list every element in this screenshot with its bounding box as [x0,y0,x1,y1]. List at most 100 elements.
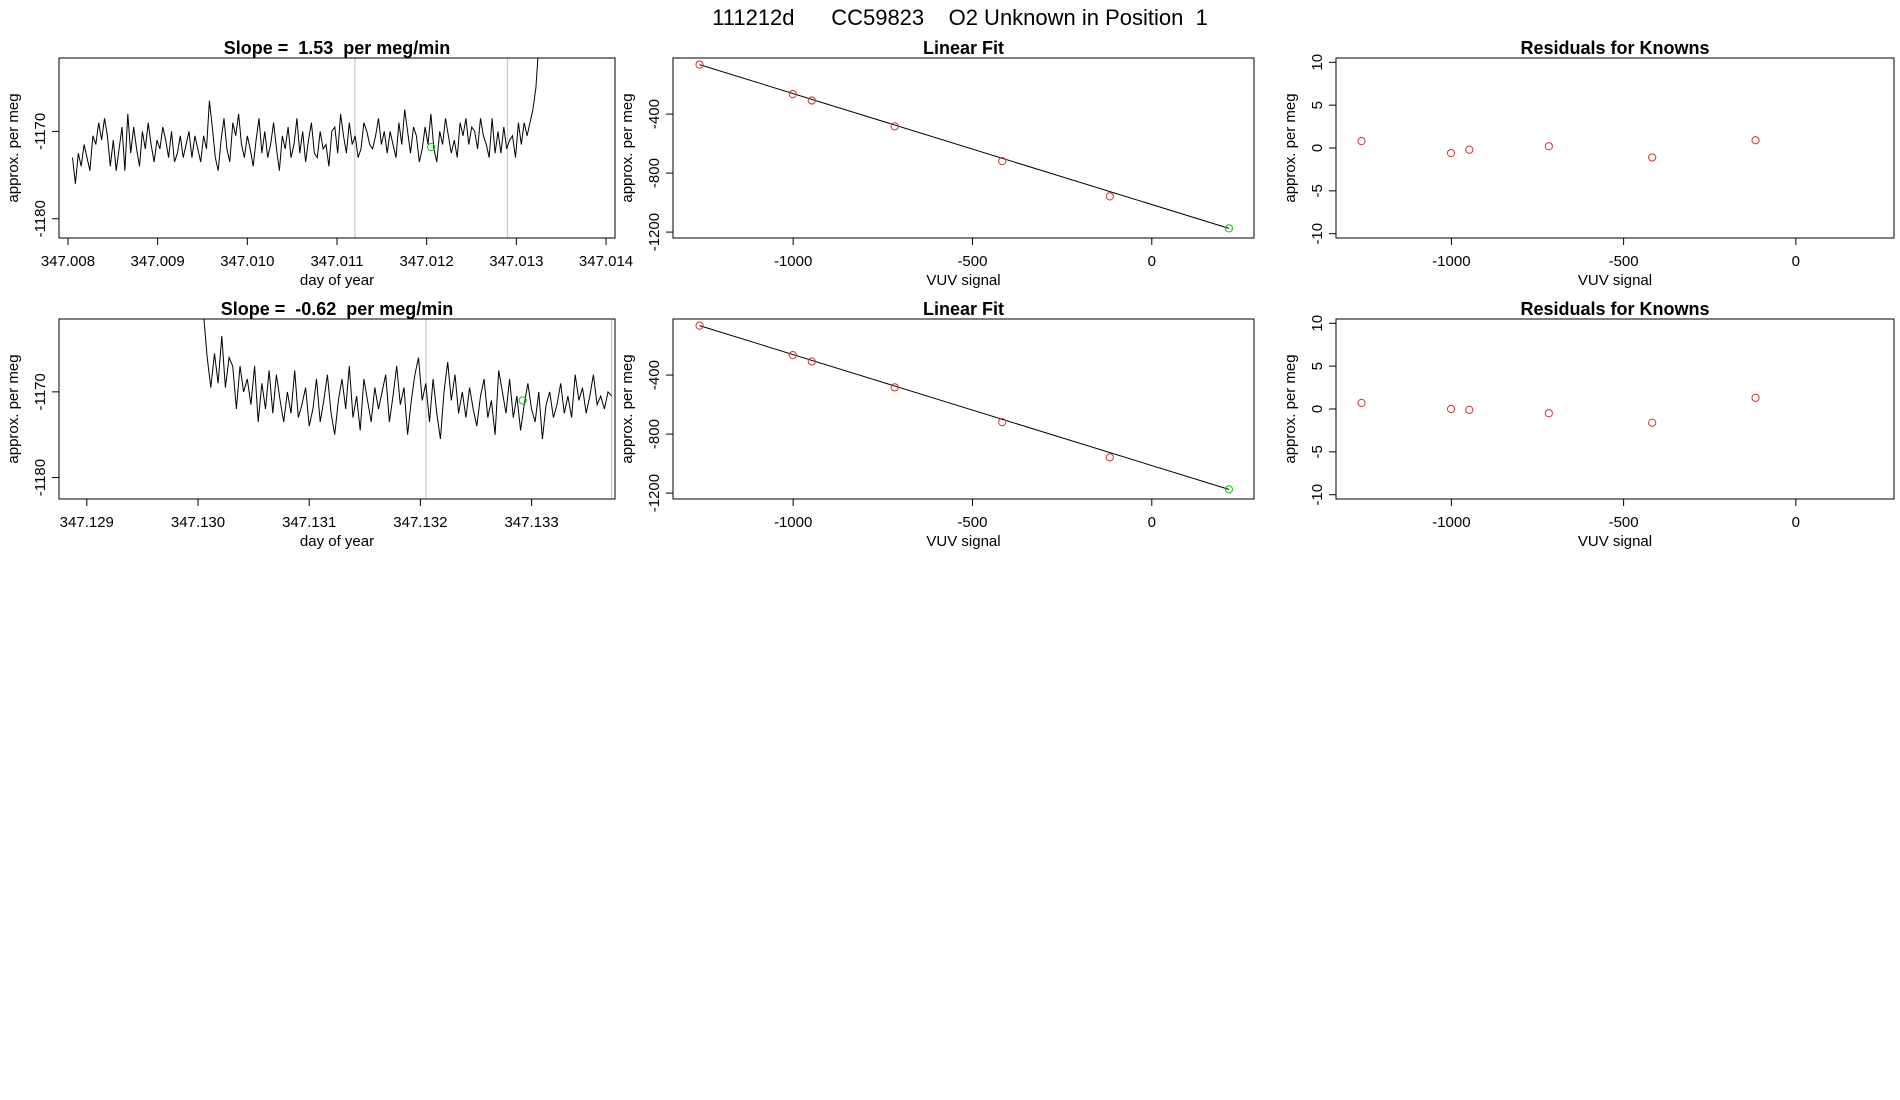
panel-title: Linear Fit [923,299,1004,319]
x-tick-label: -1000 [1432,253,1470,270]
unknown-point [518,396,527,405]
x-tick-label: -1000 [774,514,812,531]
x-tick-label: -1000 [774,253,812,270]
x-tick-label: 0 [1148,253,1156,270]
known-point [1105,453,1114,462]
y-axis-label: approx. per meg [5,354,22,463]
y-tick-label: -1180 [32,459,49,496]
chart-panel-2: Linear Fit -1000 -500 0 VUV signal -1200 -800 -… [619,38,1255,289]
known-point [1105,192,1114,201]
y-tick-label: 10 [1309,54,1326,71]
plot-frame [672,57,1255,239]
x-tick-label: 347.133 [504,514,558,531]
known-point [695,321,704,330]
panel-title: Slope = 1.53 per meg/min [224,38,451,58]
known-point [1751,136,1760,145]
known-point [1465,145,1474,154]
panel-title: Slope = -0.62 per meg/min [221,299,454,319]
x-tick-label: 347.013 [489,253,543,270]
chart-panel-6: Residuals for Knowns -1000 -500 0 VUV signal… [1282,299,1895,550]
known-point [1446,149,1456,158]
y-tick-label: -400 [646,360,663,390]
known-point [890,122,899,131]
known-point [1357,398,1366,408]
known-point [1544,142,1553,151]
known-point [998,157,1007,166]
panel-title: Linear Fit [923,38,1004,58]
known-point [1648,153,1657,162]
known-point [890,383,899,392]
known-point [1751,393,1760,402]
y-tick-label: -5 [1309,445,1326,458]
y-tick-label: -1180 [32,200,49,237]
chart-panel-1: Slope = 1.53 per meg/min 347.008 347.009 34… [5,38,633,289]
panel-title: Residuals for Knowns [1520,299,1709,319]
x-tick-label: -500 [957,514,987,531]
y-tick-label: 0 [1309,144,1326,152]
x-tick-label: -500 [1609,514,1639,531]
y-tick-label: -800 [646,158,663,188]
unknown-point [1224,224,1233,233]
known-point [1446,404,1456,414]
x-tick-label: 347.130 [171,514,225,531]
plot-frame [1335,318,1895,500]
known-point [788,90,797,99]
known-point [695,60,704,69]
known-point [1465,405,1474,414]
x-tick-label: 0 [1148,514,1156,531]
x-tick-label: 0 [1792,253,1800,270]
y-axis-label: approx. per meg [1282,354,1299,463]
y-tick-label: -800 [646,419,663,449]
chart-panel-5: Linear Fit -1000 -500 0 VUV signal -1200 -800 -… [619,299,1255,550]
y-tick-label: -1170 [32,113,49,150]
y-axis-label: approx. per meg [619,354,636,463]
known-point [1357,137,1366,146]
known-point [788,351,797,360]
y-tick-label: 5 [1309,362,1326,370]
y-axis-label: approx. per meg [5,93,22,202]
known-point [807,357,816,366]
y-tick-label: 5 [1309,101,1326,109]
known-point [1648,418,1657,427]
x-tick-label: 347.011 [310,253,363,270]
x-tick-label: 347.010 [220,253,274,270]
plot-frame [1335,57,1895,239]
plot-frame [672,318,1255,500]
x-axis-label: VUV signal [926,272,1000,289]
y-tick-label: -10 [1309,223,1326,245]
y-tick-label: 0 [1309,405,1326,413]
x-axis-label: VUV signal [1578,272,1652,289]
x-tick-label: 347.129 [60,514,114,531]
y-tick-label: -5 [1309,184,1326,197]
x-tick-label: -500 [957,253,987,270]
y-tick-label: -1170 [32,373,49,410]
x-axis-label: VUV signal [926,533,1000,550]
series-line [72,58,539,184]
fit-line [699,325,1230,490]
x-tick-label: 347.009 [131,253,185,270]
figure-title: 111212d CC59823 O2 Unknown in Position 1 [712,5,1208,30]
x-tick-label: 347.014 [579,253,633,270]
x-tick-label: 347.012 [400,253,454,270]
x-tick-label: 347.132 [393,514,447,531]
y-tick-label: -400 [646,99,663,129]
x-tick-label: -500 [1609,253,1639,270]
x-axis-label: day of year [300,533,374,550]
x-tick-label: 0 [1792,514,1800,531]
y-tick-label: -10 [1309,484,1326,506]
unknown-point [427,143,436,152]
x-tick-label: 347.131 [282,514,336,531]
x-axis-label: day of year [300,272,374,289]
y-axis-label: approx. per meg [1282,93,1299,202]
y-tick-label: 10 [1309,315,1326,332]
known-point [1544,409,1553,418]
known-point [807,96,816,105]
series-line [203,319,613,440]
x-axis-label: VUV signal [1578,533,1652,550]
x-tick-label: -1000 [1432,514,1470,531]
chart-panel-3: Residuals for Knowns -1000 -500 0 VUV signal… [1282,38,1895,289]
unknown-point [1224,485,1233,494]
y-axis-label: approx. per meg [619,93,636,202]
panel-title: Residuals for Knowns [1520,38,1709,58]
